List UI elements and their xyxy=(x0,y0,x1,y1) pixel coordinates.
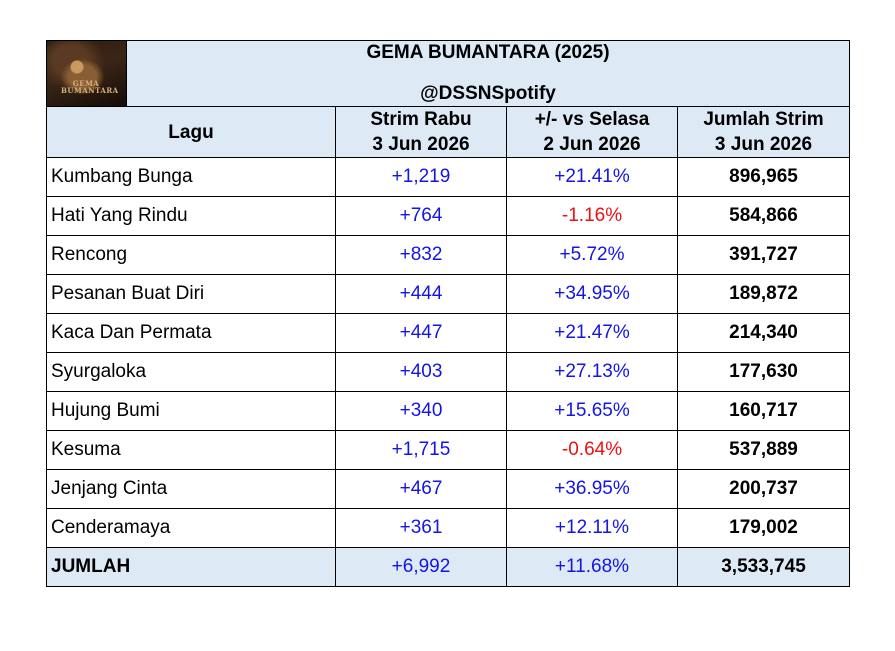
table-row: Syurgaloka +403 +27.13% 177,630 xyxy=(46,352,851,392)
song-name: Kumbang Bunga xyxy=(46,157,336,197)
song-name: Syurgaloka xyxy=(46,352,336,392)
change-percent: +34.95% xyxy=(506,274,678,314)
change-percent: +5.72% xyxy=(506,235,678,275)
song-name: Jenjang Cinta xyxy=(46,469,336,509)
total-streams: 391,727 xyxy=(676,235,851,275)
col-header-song: Lagu xyxy=(46,106,336,158)
album-cover-image xyxy=(47,41,126,106)
album-title: GEMA BUMANTARA (2025) xyxy=(366,42,610,63)
song-name: Kaca Dan Permata xyxy=(46,313,336,353)
song-name: Pesanan Buat Diri xyxy=(46,274,336,314)
total-streams: 189,872 xyxy=(676,274,851,314)
change-percent: +27.13% xyxy=(506,352,678,392)
song-name: Hujung Bumi xyxy=(46,391,336,431)
album-cover: GEMA BUMANTARA xyxy=(46,40,127,107)
title-row: GEMA BUMANTARA GEMA BUMANTARA (2025) @DS… xyxy=(46,40,851,107)
table-row: Cenderamaya +361 +12.11% 179,002 xyxy=(46,508,851,548)
total-streams: 177,630 xyxy=(676,352,851,392)
total-streams: 584,866 xyxy=(676,196,851,236)
daily-streams: +361 xyxy=(335,508,507,548)
total-streams: 537,889 xyxy=(676,430,851,470)
table-row: Pesanan Buat Diri +444 +34.95% 189,872 xyxy=(46,274,851,314)
daily-streams: +764 xyxy=(335,196,507,236)
change-percent: -1.16% xyxy=(506,196,678,236)
table-row: Jenjang Cinta +467 +36.95% 200,737 xyxy=(46,469,851,509)
daily-streams: +1,715 xyxy=(335,430,507,470)
title-block: GEMA BUMANTARA (2025) @DSSNSpotify xyxy=(125,40,851,107)
change-percent: +21.41% xyxy=(506,157,678,197)
col-header-daily: Strim Rabu 3 Jun 2026 xyxy=(335,106,507,158)
total-streams: 3,533,745 xyxy=(676,547,851,587)
total-label: JUMLAH xyxy=(46,547,336,587)
table-row: Kumbang Bunga +1,219 +21.41% 896,965 xyxy=(46,157,851,197)
total-daily: +6,992 xyxy=(335,547,507,587)
song-name: Rencong xyxy=(46,235,336,275)
change-percent: +15.65% xyxy=(506,391,678,431)
table-row: Hujung Bumi +340 +15.65% 160,717 xyxy=(46,391,851,431)
streams-table: GEMA BUMANTARA GEMA BUMANTARA (2025) @DS… xyxy=(46,40,851,587)
total-streams: 160,717 xyxy=(676,391,851,431)
daily-streams: +1,219 xyxy=(335,157,507,197)
daily-streams: +444 xyxy=(335,274,507,314)
col-header-change: +/- vs Selasa 2 Jun 2026 xyxy=(506,106,678,158)
daily-streams: +447 xyxy=(335,313,507,353)
table-row: Hati Yang Rindu +764 -1.16% 584,866 xyxy=(46,196,851,236)
change-percent: -0.64% xyxy=(506,430,678,470)
song-name: Kesuma xyxy=(46,430,336,470)
song-name: Cenderamaya xyxy=(46,508,336,548)
col-header-total: Jumlah Strim 3 Jun 2026 xyxy=(676,106,851,158)
total-change: +11.68% xyxy=(506,547,678,587)
column-header-row: Lagu Strim Rabu 3 Jun 2026 +/- vs Selasa 2… xyxy=(46,106,851,158)
table-row: Rencong +832 +5.72% 391,727 xyxy=(46,235,851,275)
change-percent: +36.95% xyxy=(506,469,678,509)
table-row: Kaca Dan Permata +447 +21.47% 214,340 xyxy=(46,313,851,353)
total-row: JUMLAH +6,992 +11.68% 3,533,745 xyxy=(46,547,851,587)
song-name: Hati Yang Rindu xyxy=(46,196,336,236)
album-cover-text: GEMA BUMANTARA xyxy=(61,79,119,95)
daily-streams: +467 xyxy=(335,469,507,509)
total-streams: 214,340 xyxy=(676,313,851,353)
total-streams: 896,965 xyxy=(676,157,851,197)
daily-streams: +340 xyxy=(335,391,507,431)
daily-streams: +832 xyxy=(335,235,507,275)
table-row: Kesuma +1,715 -0.64% 537,889 xyxy=(46,430,851,470)
source-handle: @DSSNSpotify xyxy=(420,83,556,104)
change-percent: +21.47% xyxy=(506,313,678,353)
daily-streams: +403 xyxy=(335,352,507,392)
total-streams: 200,737 xyxy=(676,469,851,509)
change-percent: +12.11% xyxy=(506,508,678,548)
total-streams: 179,002 xyxy=(676,508,851,548)
